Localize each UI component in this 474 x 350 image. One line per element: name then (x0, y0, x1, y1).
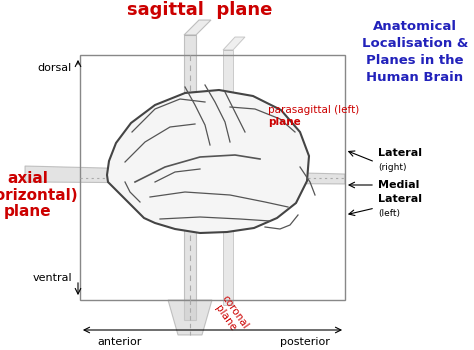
Text: (right): (right) (378, 163, 407, 172)
Text: dorsal: dorsal (38, 63, 72, 73)
Text: plane: plane (268, 117, 301, 127)
Polygon shape (25, 166, 345, 184)
Polygon shape (168, 300, 212, 335)
Text: ventral: ventral (32, 273, 72, 283)
Text: axial
(horizontal)
plane: axial (horizontal) plane (0, 171, 78, 219)
Bar (80, 55, 345, 300)
Text: anterior: anterior (98, 337, 142, 347)
Text: sagittal  plane: sagittal plane (128, 1, 273, 19)
Polygon shape (184, 35, 196, 320)
Polygon shape (223, 50, 233, 305)
Polygon shape (184, 20, 211, 35)
Text: Lateral: Lateral (378, 148, 422, 158)
Text: coronal
plane: coronal plane (210, 293, 250, 337)
Polygon shape (107, 90, 309, 233)
Text: Anatomical
Localisation &
Planes in the
Human Brain: Anatomical Localisation & Planes in the … (362, 20, 468, 84)
Polygon shape (223, 37, 245, 50)
Text: Lateral: Lateral (378, 194, 422, 204)
Text: parasagittal (left): parasagittal (left) (268, 105, 359, 115)
Text: posterior: posterior (280, 337, 330, 347)
Text: Medial: Medial (378, 180, 419, 190)
Text: (left): (left) (378, 209, 400, 218)
